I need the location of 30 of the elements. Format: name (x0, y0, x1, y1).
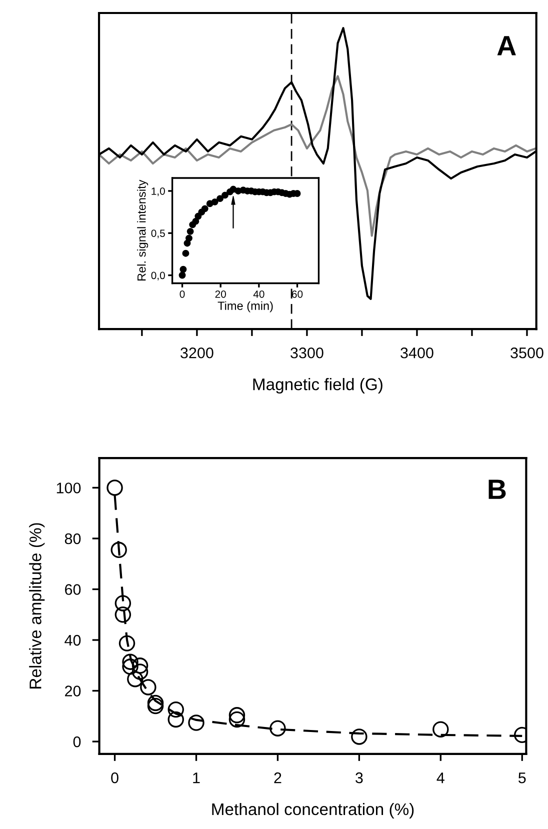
x-tick-label: 40 (253, 290, 264, 298)
y-tick-label: 40 (64, 634, 81, 646)
x-tick-label: 1 (193, 772, 200, 784)
x-axis-title: Methanol concentration (%) (212, 802, 414, 818)
x-axis-title: Time (min) (218, 301, 273, 312)
y-tick-label: 60 (65, 584, 81, 595)
x-tick-label: 0 (111, 772, 118, 784)
y-tick-label: 1,0 (152, 187, 165, 196)
x-tick-label: 5 (518, 772, 526, 784)
y-tick-label: 0,5 (151, 230, 165, 238)
x-tick-label: 3500 (510, 347, 544, 358)
y-tick-label: 100 (56, 482, 81, 494)
annotation: A (497, 36, 516, 56)
x-tick-label: 3 (356, 772, 363, 784)
x-tick-label: 3400 (400, 347, 434, 358)
x-axis-title: Magnetic field (G) (253, 378, 382, 394)
y-tick-label: 0,0 (151, 272, 165, 280)
y-tick-label: 0 (73, 736, 81, 748)
x-tick-label: 20 (215, 290, 226, 298)
x-tick-label: 60 (292, 290, 303, 298)
annotation: B (488, 480, 506, 499)
y-tick-label: 20 (65, 686, 81, 696)
y-axis-title: Rel. signal intensity (137, 180, 148, 281)
x-tick-label: 3300 (290, 347, 324, 358)
x-tick-label: 3200 (180, 347, 214, 358)
y-tick-label: 80 (64, 533, 81, 544)
y-axis-title: Relative amplitude (%) (29, 523, 45, 688)
x-tick-label: 4 (436, 772, 444, 784)
x-tick-label: 2 (274, 772, 282, 784)
x-tick-label: 0 (180, 290, 185, 298)
